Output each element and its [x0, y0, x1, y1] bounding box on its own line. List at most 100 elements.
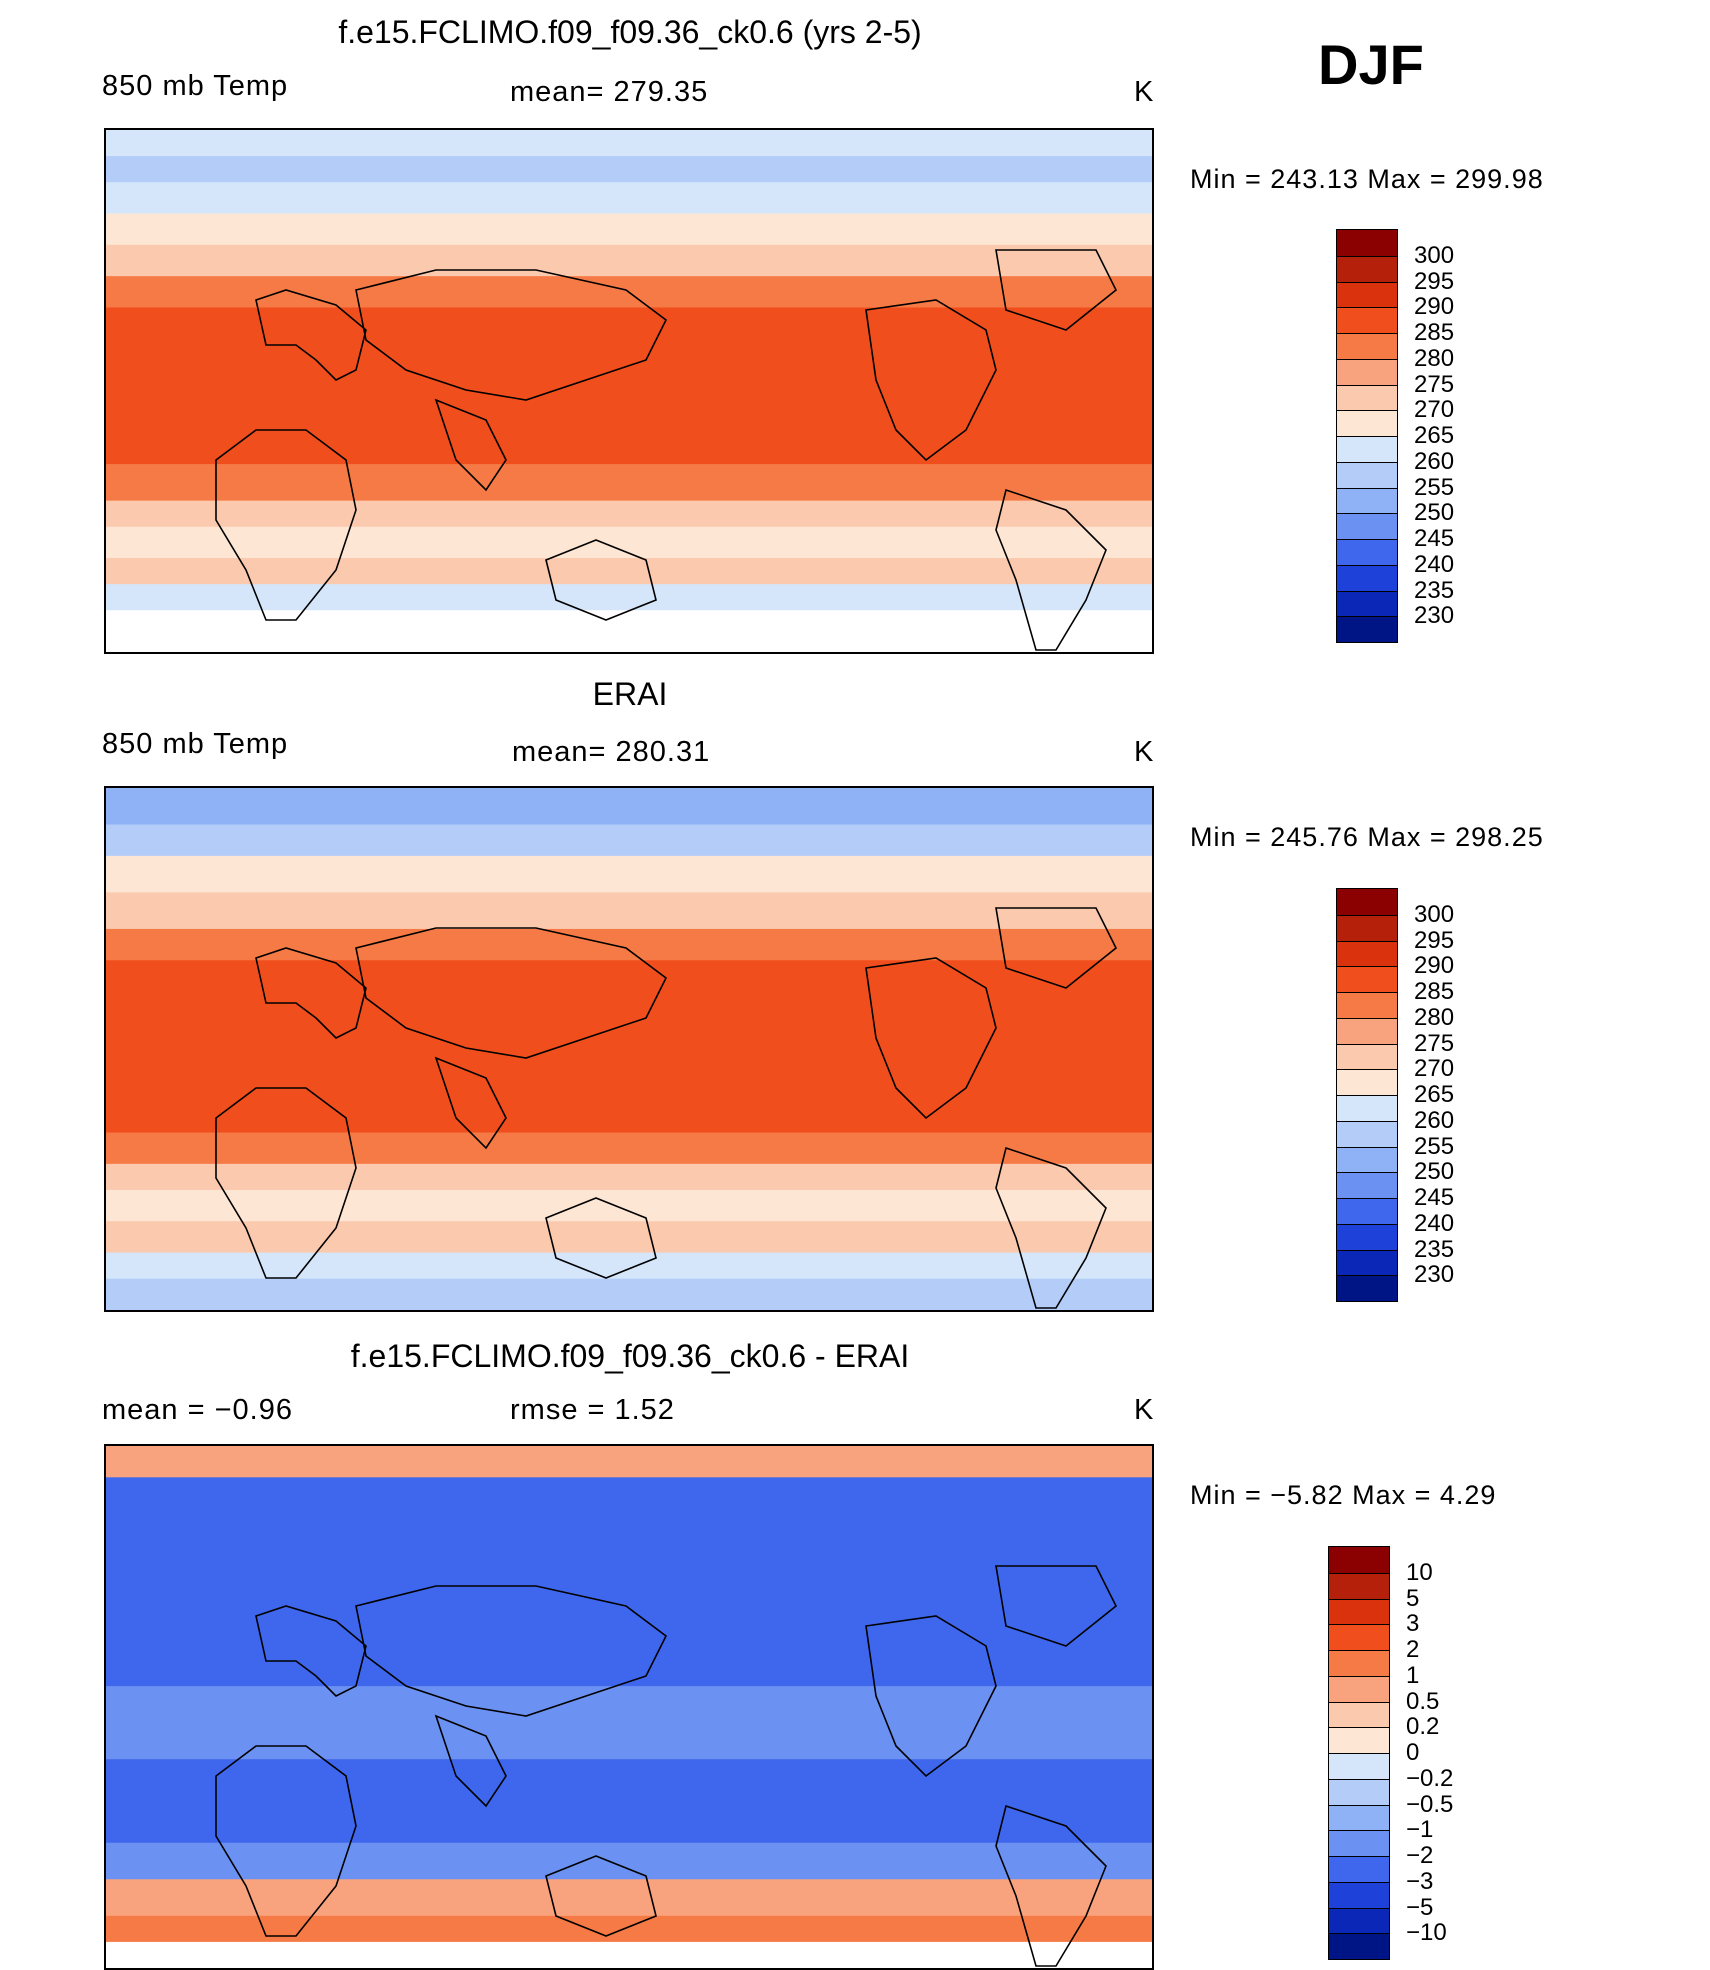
map-band	[106, 1132, 1152, 1165]
colorbar-tick-label: 10	[1406, 1558, 1433, 1586]
colorbar-swatch	[1337, 590, 1397, 617]
map-band	[106, 584, 1152, 612]
map-band	[106, 558, 1152, 586]
panel-title: f.e15.FCLIMO.f09_f09.36_ck0.6 (yrs 2-5)	[338, 14, 922, 50]
colorbar-tick-label: 255	[1414, 473, 1455, 501]
map-band	[106, 1252, 1152, 1280]
colorbar-tick-label: 285	[1414, 978, 1455, 1005]
colorbar-swatch	[1337, 513, 1397, 539]
colorbar-swatch	[1329, 1804, 1389, 1831]
colorbar-tick-label: 240	[1414, 1209, 1455, 1237]
map-band	[106, 1915, 1152, 1943]
map-band	[106, 307, 1152, 466]
coastline	[545, 1197, 657, 1279]
colorbar-swatch	[1329, 1856, 1389, 1882]
map-field	[106, 1446, 1152, 1968]
map-band	[106, 156, 1152, 184]
map-band	[106, 1446, 1152, 1479]
units-label: K	[1134, 736, 1155, 768]
mean-label: mean= 280.31	[512, 736, 711, 768]
map-band	[106, 213, 1152, 246]
colorbar-swatch	[1329, 1830, 1389, 1856]
colorbar-swatch	[1337, 616, 1397, 642]
colorbar-tick-label: 290	[1414, 293, 1455, 321]
colorbar-tick-label: 255	[1414, 1132, 1455, 1160]
map-band	[106, 1221, 1152, 1254]
colorbar-diff	[1328, 1546, 1390, 1960]
map-band	[106, 500, 1152, 528]
map-band	[106, 1539, 1152, 1688]
coastline	[995, 249, 1118, 331]
colorbar-swatch	[1337, 1095, 1397, 1121]
map-band	[106, 892, 1152, 930]
colorbar-swatch	[1337, 966, 1397, 992]
variable-label: 850 mb Temp	[102, 70, 289, 102]
colorbar-swatch	[1337, 889, 1397, 915]
coastline	[865, 1615, 997, 1778]
colorbar-swatch	[1329, 1650, 1389, 1676]
units-label: K	[1134, 76, 1155, 108]
colorbar-swatch	[1337, 992, 1397, 1018]
map-field	[106, 788, 1152, 1310]
colorbar-swatch	[1337, 410, 1397, 436]
colorbar-tick-label: 295	[1414, 926, 1455, 954]
colorbar-swatch	[1337, 461, 1397, 488]
colorbar-swatch	[1337, 1043, 1397, 1070]
units-label: K	[1134, 1394, 1155, 1426]
map-band	[106, 1879, 1152, 1917]
rmse-label: rmse = 1.52	[510, 1394, 675, 1426]
coastline	[255, 1605, 367, 1697]
colorbar-tick-label: −0.5	[1406, 1790, 1454, 1818]
coastline	[355, 927, 668, 1059]
map-band	[106, 1941, 1152, 1968]
colorbar-swatch	[1337, 333, 1397, 359]
colorbar-tick-label: −5	[1406, 1893, 1434, 1921]
colorbar-swatch	[1337, 436, 1397, 462]
colorbar-swatch	[1329, 1572, 1389, 1599]
colorbar-swatch	[1329, 1753, 1389, 1779]
colorbar-swatch	[1329, 1881, 1389, 1908]
colorbar-tick-label: 1	[1406, 1661, 1420, 1689]
colorbar-tick-label: 0.5	[1406, 1687, 1440, 1715]
coastline	[255, 947, 367, 1039]
coastline	[865, 299, 997, 462]
colorbar-tick-label: 285	[1414, 319, 1455, 346]
panel-title: f.e15.FCLIMO.f09_f09.36_ck0.6 - ERAI	[350, 1338, 910, 1374]
colorbar-tick-label: 280	[1414, 1003, 1455, 1031]
colorbar-swatch	[1329, 1727, 1389, 1753]
colorbar-swatch	[1337, 1223, 1397, 1250]
coastline	[995, 1146, 1107, 1309]
map-band	[106, 610, 1152, 652]
season-label: DJF	[1318, 33, 1424, 96]
map-band	[106, 855, 1152, 894]
map-field	[106, 130, 1152, 652]
colorbar-tick-label: 230	[1414, 602, 1455, 630]
colorbar-swatch	[1329, 1933, 1389, 1959]
coastline	[995, 907, 1118, 989]
coastline	[865, 957, 997, 1120]
coastline	[215, 1745, 357, 1937]
coastline	[995, 1565, 1118, 1647]
colorbar-tick-label: 3	[1406, 1610, 1420, 1638]
colorbar-tick-label: 2	[1406, 1636, 1420, 1663]
colorbar-swatch	[1337, 487, 1397, 514]
colorbar-swatch	[1337, 1069, 1397, 1095]
colorbar-tick-label: 0.2	[1406, 1713, 1440, 1741]
colorbar-tick-label: 260	[1414, 1106, 1455, 1134]
colorbar-tick-label: 265	[1414, 422, 1455, 449]
map-model	[104, 128, 1154, 654]
colorbar-model	[1336, 229, 1398, 643]
map-band	[106, 1278, 1152, 1310]
panel-title: ERAI	[592, 676, 668, 712]
coastline	[255, 289, 367, 381]
colorbar-tick-label: 270	[1414, 396, 1455, 424]
colorbar-swatch	[1337, 307, 1397, 333]
colorbar-swatch	[1337, 564, 1397, 591]
coastline	[545, 539, 657, 621]
colorbar-tick-label: 300	[1414, 241, 1455, 269]
colorbar-swatch	[1337, 1120, 1397, 1147]
colorbar-tick-label: 300	[1414, 900, 1455, 928]
map-band	[106, 1686, 1152, 1761]
map-band	[106, 1759, 1152, 1844]
colorbar-swatch	[1329, 1701, 1389, 1728]
